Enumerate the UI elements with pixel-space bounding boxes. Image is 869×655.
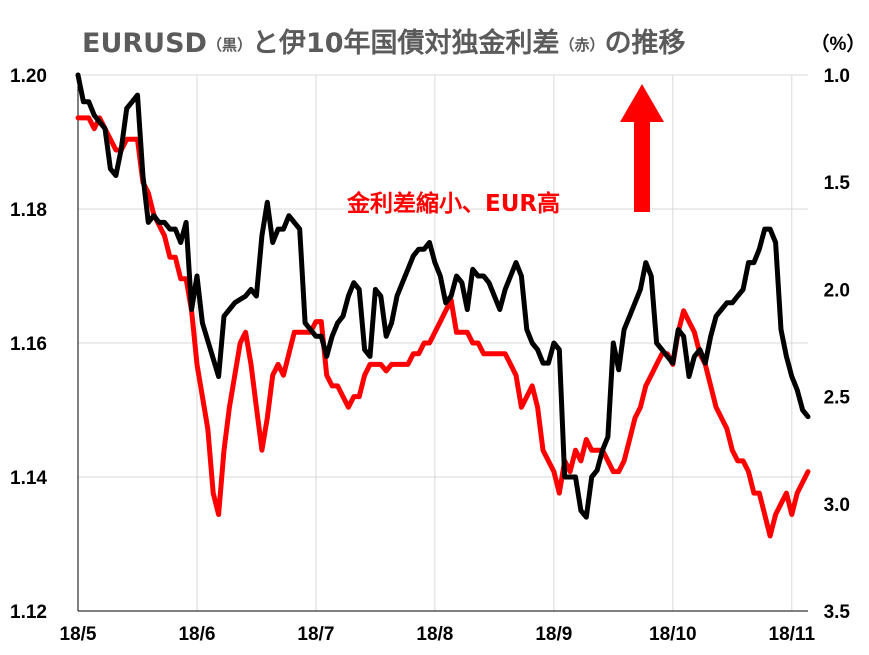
x-axis-ticks: 18/5 18/6 18/7 18/8 18/9 18/10 18/11 [60,624,816,645]
title-main-3: の推移 [605,28,686,59]
series-group [75,72,811,539]
right-tick-label: 2.0 [824,280,850,301]
x-tick-label: 18/10 [649,624,697,645]
right-tick-label: 2.5 [824,388,851,409]
right-axis-unit: （%） [811,32,866,55]
eurusd-line [75,72,811,520]
left-tick-label: 1.16 [10,334,47,355]
title-paren-2: （赤） [560,36,605,54]
chart-title: EURUSD（黒）と伊10年国債対独金利差（赤）の推移 [82,27,686,59]
left-axis-ticks: 1.20 1.18 1.16 1.14 1.12 [10,66,47,623]
left-tick-label: 1.18 [10,200,47,221]
title-main-1: EURUSD [82,28,207,59]
right-tick-label: 3.5 [824,602,851,623]
up-arrow-icon [620,84,664,212]
title-main-2: と伊10年国債対独金利差 [252,27,560,59]
left-tick-label: 1.20 [10,66,47,87]
right-tick-label: 1.5 [824,173,851,194]
left-tick-label: 1.12 [10,602,47,623]
left-tick-label: 1.14 [10,468,47,489]
right-tick-label: 3.0 [824,495,850,516]
x-tick-label: 18/11 [769,624,816,645]
x-tick-label: 18/7 [297,624,334,645]
annotation-label: 金利差縮小、EUR高 [346,190,560,217]
x-tick-label: 18/5 [60,624,97,645]
right-axis-ticks: 1.0 1.5 2.0 2.5 3.0 3.5 [824,66,851,623]
spread-line [75,115,811,539]
x-tick-label: 18/9 [535,624,572,645]
right-tick-label: 1.0 [824,66,850,87]
title-paren-1: （黒） [207,36,252,54]
x-tick-label: 18/6 [178,624,215,645]
x-tick-label: 18/8 [416,624,453,645]
